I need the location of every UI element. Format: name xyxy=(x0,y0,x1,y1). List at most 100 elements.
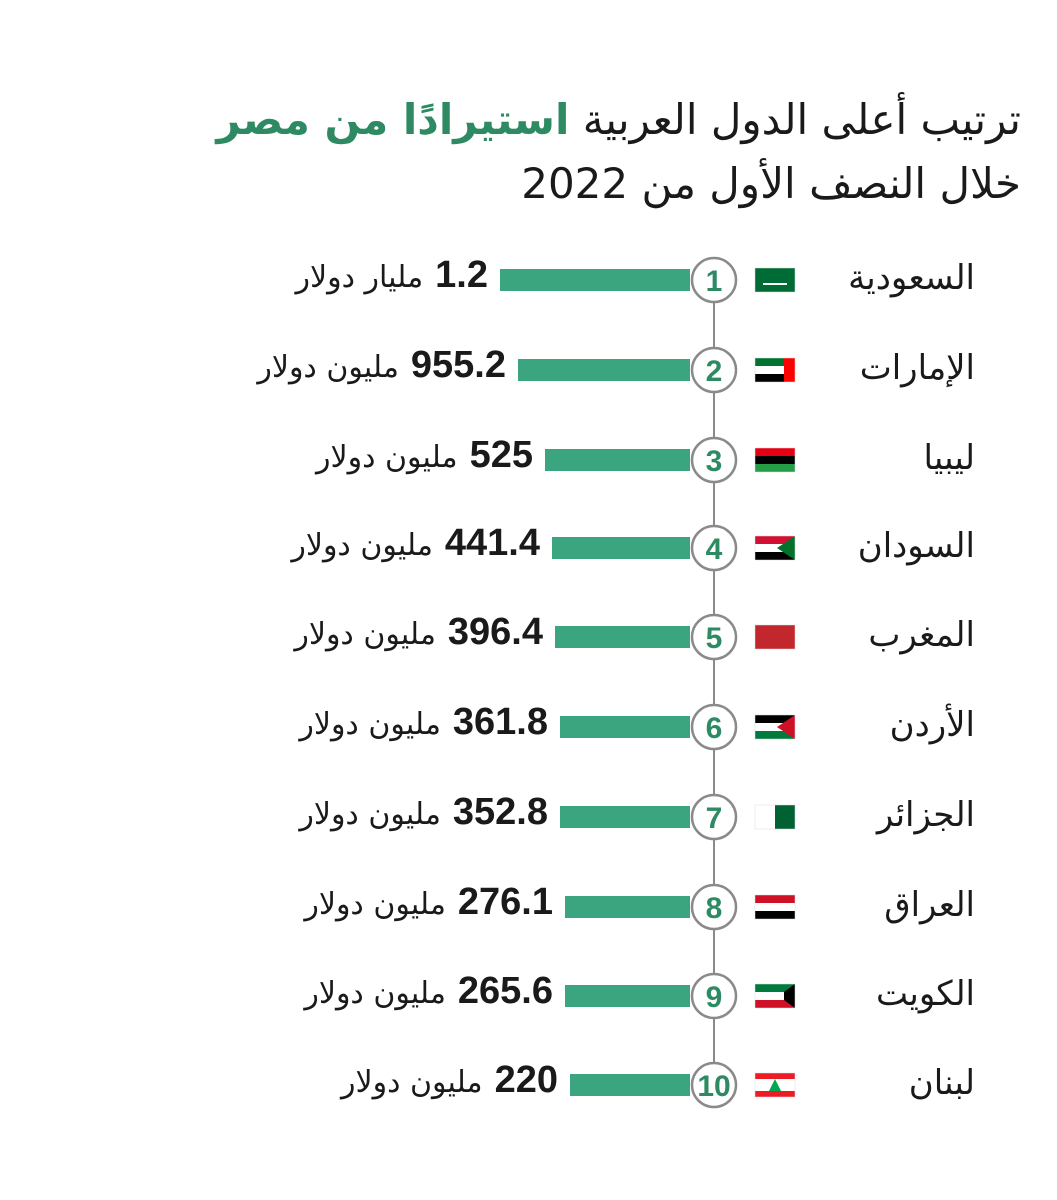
country-name: الإمارات xyxy=(859,348,975,388)
flag-part xyxy=(755,374,795,382)
country-name: ليبيا xyxy=(923,438,976,478)
flag-part xyxy=(755,992,795,1000)
rank: 9 xyxy=(706,981,723,1014)
bar xyxy=(518,359,690,381)
flag-part xyxy=(754,267,796,293)
flag-part xyxy=(755,456,795,464)
flag-part xyxy=(754,804,796,830)
flag-part xyxy=(754,447,796,473)
bar xyxy=(565,896,690,918)
rank-circle xyxy=(690,436,738,484)
bar xyxy=(555,626,690,648)
country-name: العراق xyxy=(884,885,975,925)
flag-part xyxy=(754,624,796,650)
rank: 4 xyxy=(706,533,723,566)
amount: 352.8 مليون دولار xyxy=(299,791,548,834)
country-name: لبنان xyxy=(908,1063,975,1103)
flag-part xyxy=(755,464,795,472)
title: ترتيب أعلى الدول العربية استيرادًا من مص… xyxy=(21,88,1021,216)
country-name: الجزائر xyxy=(876,795,975,835)
value: 276.1 xyxy=(457,881,553,923)
flag-part xyxy=(755,1073,795,1079)
country-name: الأردن xyxy=(889,705,975,745)
unit: مليون دولار xyxy=(291,528,433,563)
unit: مليار دولار xyxy=(295,260,424,295)
country-name: السعودية xyxy=(848,258,975,298)
rank-circle xyxy=(690,793,738,841)
flag-part xyxy=(755,723,795,731)
rank-circle xyxy=(690,1061,738,1109)
flag-part xyxy=(755,903,795,911)
rank: 7 xyxy=(706,802,723,835)
flag xyxy=(754,714,796,740)
bar xyxy=(552,537,690,559)
flag xyxy=(754,894,796,920)
rank-circle xyxy=(690,524,738,572)
flag-part xyxy=(755,366,795,374)
flag-part xyxy=(775,805,795,829)
title-line2: خلال النصف الأول من 2022 xyxy=(521,159,1021,208)
unit: مليون دولار xyxy=(316,440,458,475)
rank-circle xyxy=(690,256,738,304)
amount: 276.1 مليون دولار xyxy=(304,881,553,924)
flag-part xyxy=(755,536,795,544)
rank: 5 xyxy=(706,622,723,655)
unit: مليون دولار xyxy=(257,350,399,385)
unit: مليون دولار xyxy=(341,1065,483,1100)
flag-part xyxy=(755,731,795,739)
value: 352.8 xyxy=(452,791,548,833)
flag-part xyxy=(763,283,787,285)
flag-part xyxy=(777,715,795,739)
rank: 3 xyxy=(706,445,723,478)
amount: 265.6 مليون دولار xyxy=(304,970,553,1013)
value: 361.8 xyxy=(452,701,548,743)
country-name: المغرب xyxy=(868,615,975,655)
flag xyxy=(754,1072,796,1098)
flag xyxy=(754,624,796,650)
flag-part xyxy=(755,805,775,829)
rank: 8 xyxy=(706,892,723,925)
flag-part xyxy=(754,535,796,561)
rank: 2 xyxy=(706,355,723,388)
flag-part xyxy=(784,984,795,1008)
bar xyxy=(565,985,690,1007)
value: 1.2 xyxy=(435,254,488,296)
flag xyxy=(754,447,796,473)
value: 955.2 xyxy=(410,344,506,386)
flag-part xyxy=(755,984,795,992)
rank-circle xyxy=(690,703,738,751)
amount: 220 مليون دولار xyxy=(341,1059,558,1102)
rank: 10 xyxy=(697,1070,730,1103)
value: 220 xyxy=(494,1059,558,1101)
unit: مليون دولار xyxy=(299,797,441,832)
flag-part xyxy=(754,357,796,383)
flag-part xyxy=(755,715,795,723)
amount: 955.2 مليون دولار xyxy=(257,344,506,387)
country-name: الكويت xyxy=(876,974,975,1014)
amount: 396.4 مليون دولار xyxy=(294,611,543,654)
flag-part xyxy=(755,358,795,366)
flag-part xyxy=(755,552,795,560)
flag-part xyxy=(769,1079,781,1091)
flag xyxy=(754,804,796,830)
flag-part xyxy=(754,894,796,920)
rank-circle xyxy=(690,613,738,661)
unit: مليون دولار xyxy=(304,887,446,922)
country-name: السودان xyxy=(857,526,975,566)
flag xyxy=(754,535,796,561)
flag xyxy=(754,267,796,293)
rank: 6 xyxy=(706,712,723,745)
bar xyxy=(570,1074,690,1096)
amount: 525 مليون دولار xyxy=(316,434,533,477)
value: 441.4 xyxy=(444,522,540,564)
flag-part xyxy=(784,358,795,382)
flag-part xyxy=(755,448,795,456)
bar xyxy=(500,269,690,291)
bar xyxy=(560,806,690,828)
title-line1: ترتيب أعلى الدول العربية xyxy=(582,95,1021,144)
flag-part xyxy=(755,268,795,292)
unit: مليون دولار xyxy=(299,707,441,742)
